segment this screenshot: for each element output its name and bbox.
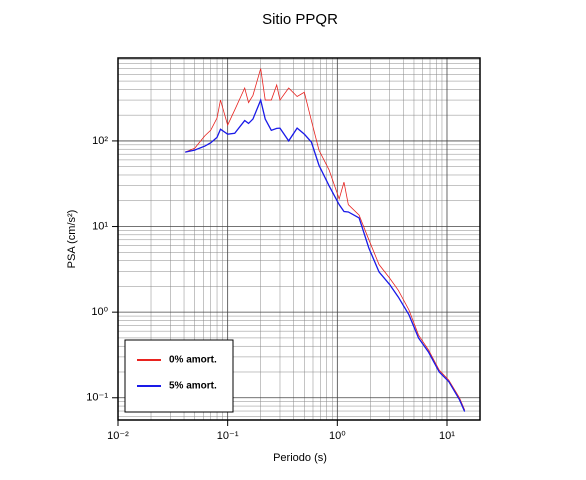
- y-tick-label: 10⁰: [91, 306, 108, 318]
- x-axis-label: Periodo (s): [273, 452, 327, 464]
- chart-title: Sitio PPQR: [262, 11, 338, 28]
- x-tick-label: 10⁻¹: [217, 430, 239, 442]
- y-tick-label: 10¹: [92, 220, 108, 232]
- y-tick-label: 10²: [92, 135, 108, 147]
- y-tick-label: 10⁻¹: [86, 392, 108, 404]
- line-series: [185, 68, 466, 411]
- legend-box: [124, 339, 234, 413]
- y-axis-label: PSA (cm/s²): [66, 210, 78, 269]
- plot-frame: [117, 57, 481, 421]
- x-tick-label: 10¹: [439, 430, 455, 442]
- line-series: [185, 97, 466, 412]
- legend-label: 5% amort.: [169, 381, 217, 392]
- x-tick-label: 10⁰: [329, 430, 346, 442]
- x-tick-label: 10⁻²: [107, 430, 129, 442]
- legend-label: 0% amort.: [169, 355, 217, 366]
